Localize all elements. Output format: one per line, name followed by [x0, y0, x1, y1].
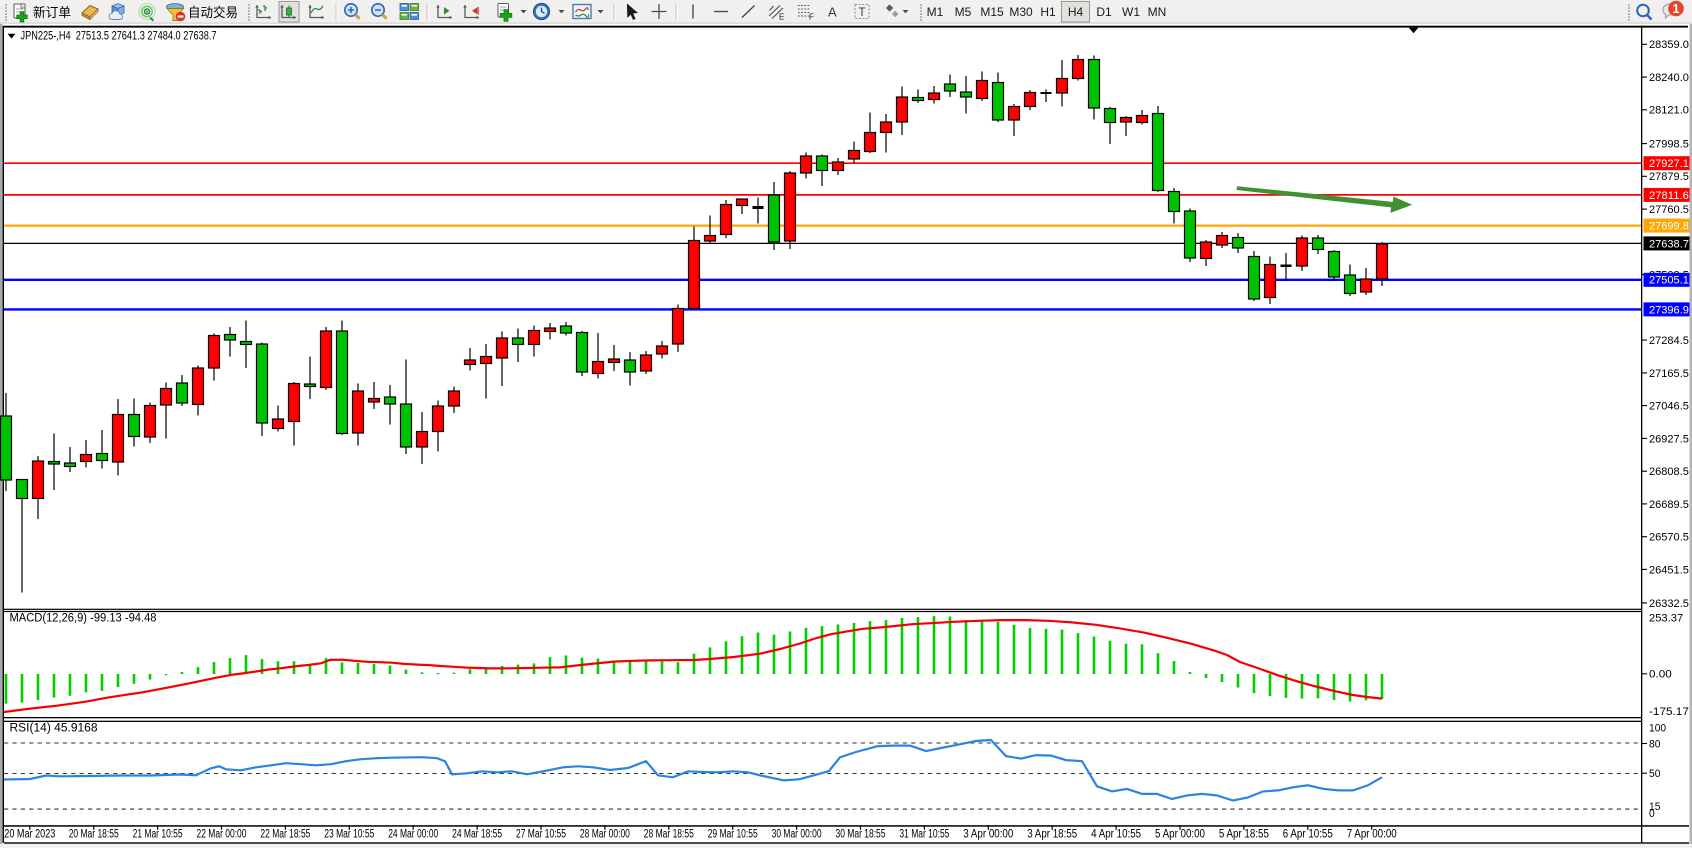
svg-text:30 Mar 18:55: 30 Mar 18:55 — [836, 829, 886, 841]
svg-text:T: T — [859, 7, 866, 19]
svg-text:29 Mar 10:55: 29 Mar 10:55 — [708, 829, 758, 841]
svg-text:3 Apr 18:55: 3 Apr 18:55 — [1027, 829, 1077, 841]
svg-text:27284.5: 27284.5 — [1649, 335, 1689, 347]
svg-text:27998.5: 27998.5 — [1649, 139, 1689, 151]
svg-text:27760.5: 27760.5 — [1649, 204, 1689, 216]
svg-text:24 Mar 18:55: 24 Mar 18:55 — [452, 829, 502, 841]
svg-text:253.37: 253.37 — [1649, 612, 1683, 624]
svg-text:28359.0: 28359.0 — [1649, 39, 1689, 51]
svg-text:5 Apr 18:55: 5 Apr 18:55 — [1219, 829, 1269, 841]
svg-text:RSI(14) 45.9168: RSI(14) 45.9168 — [10, 722, 98, 734]
svg-text:100: 100 — [1649, 722, 1666, 734]
svg-text:80: 80 — [1649, 738, 1660, 750]
svg-text:5 Apr 00:00: 5 Apr 00:00 — [1155, 829, 1205, 841]
svg-text:F: F — [809, 13, 814, 22]
svg-text:26689.5: 26689.5 — [1649, 499, 1689, 511]
svg-text:7 Apr 00:00: 7 Apr 00:00 — [1347, 829, 1397, 841]
svg-text:24 Mar 00:00: 24 Mar 00:00 — [388, 829, 438, 841]
svg-text:H1: H1 — [1040, 5, 1056, 19]
svg-text:0.00: 0.00 — [1649, 669, 1672, 681]
svg-text:M1: M1 — [927, 5, 944, 19]
svg-text:22 Mar 18:55: 22 Mar 18:55 — [260, 829, 310, 841]
svg-text:MN: MN — [1148, 5, 1167, 19]
svg-text:27396.9: 27396.9 — [1649, 304, 1689, 316]
svg-text:27 Mar 10:55: 27 Mar 10:55 — [516, 829, 566, 841]
svg-text:新订单: 新订单 — [33, 5, 71, 20]
svg-text:M5: M5 — [955, 5, 972, 19]
svg-text:M30: M30 — [1009, 5, 1033, 19]
svg-text:W1: W1 — [1122, 5, 1140, 19]
svg-text:6 Apr 10:55: 6 Apr 10:55 — [1283, 829, 1333, 841]
svg-text:H4: H4 — [1068, 5, 1084, 19]
svg-text:M15: M15 — [980, 5, 1004, 19]
svg-text:21 Mar 10:55: 21 Mar 10:55 — [133, 829, 183, 841]
svg-text:28 Mar 18:55: 28 Mar 18:55 — [644, 829, 694, 841]
svg-text:26808.5: 26808.5 — [1649, 466, 1689, 478]
svg-text:MACD(12,26,9) -99.13 -94.48: MACD(12,26,9) -99.13 -94.48 — [10, 612, 157, 624]
svg-text:E: E — [779, 13, 784, 22]
svg-text:20 Mar 2023: 20 Mar 2023 — [4, 829, 55, 841]
svg-text:20 Mar 18:55: 20 Mar 18:55 — [69, 829, 119, 841]
svg-text:0: 0 — [1649, 808, 1655, 820]
svg-text:4 Apr 10:55: 4 Apr 10:55 — [1091, 829, 1141, 841]
svg-text:28 Mar 00:00: 28 Mar 00:00 — [580, 829, 630, 841]
svg-text:27699.8: 27699.8 — [1649, 221, 1689, 233]
svg-text:26332.5: 26332.5 — [1649, 598, 1689, 610]
svg-text:27811.6: 27811.6 — [1649, 190, 1689, 202]
svg-text:-175.17: -175.17 — [1649, 706, 1689, 718]
svg-text:A: A — [828, 5, 837, 20]
svg-text:28121.0: 28121.0 — [1649, 105, 1689, 117]
svg-text:26451.5: 26451.5 — [1649, 564, 1689, 576]
svg-text:27879.5: 27879.5 — [1649, 171, 1689, 183]
svg-text:1: 1 — [1673, 2, 1680, 16]
svg-text:22 Mar 00:00: 22 Mar 00:00 — [197, 829, 247, 841]
svg-text:26570.5: 26570.5 — [1649, 532, 1689, 544]
svg-text:28240.0: 28240.0 — [1649, 72, 1689, 84]
svg-text:50: 50 — [1649, 768, 1660, 780]
svg-text:31 Mar 10:55: 31 Mar 10:55 — [899, 829, 949, 841]
svg-text:27927.1: 27927.1 — [1649, 158, 1689, 170]
svg-text:23 Mar 10:55: 23 Mar 10:55 — [324, 829, 374, 841]
svg-text:自动交易: 自动交易 — [188, 5, 238, 20]
svg-text:3 Apr 00:00: 3 Apr 00:00 — [963, 829, 1013, 841]
svg-text:27505.1: 27505.1 — [1649, 275, 1689, 287]
svg-text:D1: D1 — [1096, 5, 1112, 19]
svg-text:27638.7: 27638.7 — [1649, 238, 1689, 250]
svg-text:27046.5: 27046.5 — [1649, 401, 1689, 413]
svg-text:27165.5: 27165.5 — [1649, 368, 1689, 380]
svg-text:30 Mar 00:00: 30 Mar 00:00 — [772, 829, 822, 841]
svg-text:15: 15 — [1649, 801, 1660, 813]
svg-text:26927.5: 26927.5 — [1649, 433, 1689, 445]
svg-text:JPN225-,H4 27513.5 27641.3 27: JPN225-,H4 27513.5 27641.3 27484.0 27638… — [21, 28, 217, 42]
